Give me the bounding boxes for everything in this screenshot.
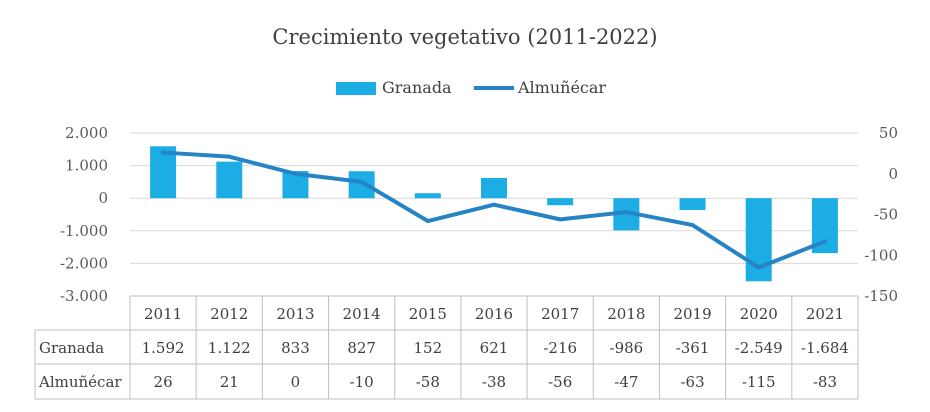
table-value: 0 — [291, 373, 301, 391]
category-label: 2018 — [607, 305, 645, 323]
category-label: 2012 — [210, 305, 248, 323]
bar-granada-2014 — [348, 171, 375, 199]
table-value: -47 — [614, 373, 638, 391]
bar-granada-2016 — [481, 177, 507, 199]
bar-granada-2012 — [216, 161, 243, 199]
right-axis-tick-label: -150 — [864, 287, 898, 305]
table-value: -986 — [610, 339, 644, 357]
category-label: 2013 — [276, 305, 314, 323]
chart-title: Crecimiento vegetativo (2011-2022) — [272, 25, 657, 49]
category-label: 2019 — [673, 305, 711, 323]
point-almunecar-2019 — [690, 223, 695, 228]
point-almunecar-2014 — [359, 179, 364, 184]
category-label: 2015 — [409, 305, 447, 323]
point-almunecar-2017 — [558, 217, 563, 222]
category-label: 2020 — [740, 305, 778, 323]
point-almunecar-2020 — [756, 265, 761, 270]
left-axis-tick-label: 0 — [98, 189, 108, 207]
table-value: 1.592 — [142, 339, 185, 357]
table-value: -10 — [350, 373, 374, 391]
table-value: -63 — [680, 373, 704, 391]
point-almunecar-2011 — [161, 150, 166, 155]
table-value: -361 — [676, 339, 710, 357]
table-value: -115 — [742, 373, 776, 391]
point-almunecar-2021 — [822, 239, 827, 244]
category-label: 2016 — [475, 305, 513, 323]
left-axis-tick-label: 1.000 — [65, 157, 108, 175]
bar-series-granada — [150, 146, 838, 282]
table-value: -38 — [482, 373, 506, 391]
table-value: 152 — [413, 339, 442, 357]
line-almunecar-path — [161, 150, 827, 270]
table-row-label: Almuñécar — [38, 373, 122, 391]
right-axis-tick-label: 50 — [879, 124, 898, 142]
bar-granada-2017 — [547, 198, 574, 206]
table-value: 827 — [347, 339, 376, 357]
right-axis: 50 0 -50 -100 -150 — [864, 124, 898, 305]
left-axis-tick-label: 2.000 — [65, 124, 108, 142]
point-almunecar-2015 — [425, 219, 430, 224]
left-axis-tick-label: -1.000 — [60, 222, 108, 240]
category-label: 2011 — [144, 305, 182, 323]
table-value: -83 — [813, 373, 837, 391]
data-table: 2011 2012 2013 2014 2015 2016 2017 2018 2019 2020… — [34, 295, 859, 400]
legend-label-almunecar: Almuñécar — [517, 78, 606, 97]
table-value: -56 — [548, 373, 572, 391]
table-value: 26 — [154, 373, 173, 391]
table-value: 21 — [220, 373, 239, 391]
left-axis: 2.000 1.000 0 -1.000 -2.000 -3.000 — [60, 124, 108, 305]
left-axis-tick-label: -3.000 — [60, 287, 108, 305]
table-value: 833 — [281, 339, 310, 357]
category-label: 2017 — [541, 305, 579, 323]
left-axis-tick-label: -2.000 — [60, 254, 108, 272]
bar-granada-2019 — [679, 198, 706, 210]
right-axis-tick-label: -100 — [864, 246, 898, 264]
right-axis-tick-label: -50 — [874, 206, 898, 224]
category-label: 2021 — [806, 305, 844, 323]
bar-granada-2015 — [414, 193, 441, 199]
table-value: -2.549 — [735, 339, 783, 357]
legend: Granada Almuñécar — [336, 78, 606, 97]
table-row-label: Granada — [39, 339, 104, 357]
legend-label-granada: Granada — [382, 78, 452, 97]
point-almunecar-2016 — [492, 202, 496, 207]
category-label: 2014 — [343, 305, 381, 323]
point-almunecar-2013 — [293, 171, 298, 176]
table-value: 1.122 — [208, 339, 251, 357]
table-value: 621 — [480, 339, 509, 357]
right-axis-tick-label: 0 — [888, 165, 898, 183]
line-series-almunecar — [161, 150, 827, 270]
legend-swatch-granada — [336, 82, 376, 95]
table-value: -216 — [543, 339, 577, 357]
point-almunecar-2012 — [227, 154, 232, 159]
table-value: -1.684 — [801, 339, 849, 357]
point-almunecar-2018 — [624, 210, 629, 215]
table-value: -58 — [416, 373, 440, 391]
